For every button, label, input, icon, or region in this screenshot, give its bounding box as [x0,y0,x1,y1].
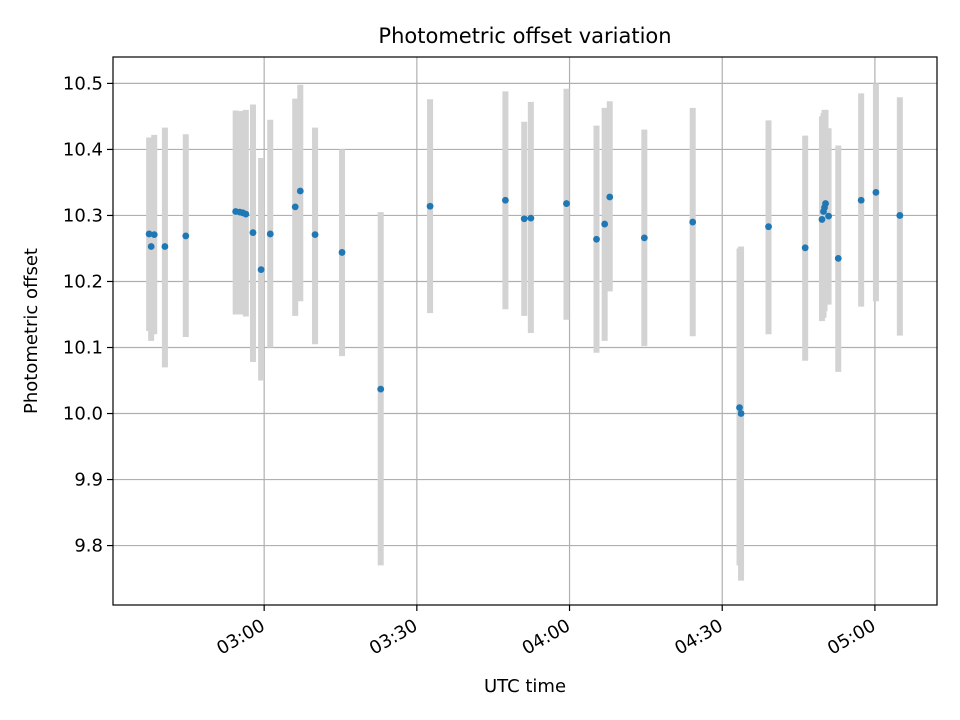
plot-frame [112,56,938,606]
data-point [520,215,528,223]
data-point [563,200,570,207]
data-point [311,231,319,239]
y-tick-label: 10.1 [63,338,103,359]
data-point [527,214,535,222]
data-points [145,187,904,417]
y-tick-label: 10.3 [63,205,103,226]
data-point [377,385,385,393]
y-tick-label: 10.4 [63,139,103,160]
data-point [818,216,826,223]
y-axis-ticks: 9.8 9.9 10.0 10.1 10.2 10.3 10.4 10.5 [63,73,113,557]
data-point [825,212,832,220]
data-point [857,196,865,204]
x-axis-label: UTC time [484,676,566,697]
data-point [502,196,509,204]
y-axis-label: Photometric offset [21,248,42,414]
data-point [147,243,155,250]
data-point [291,203,299,211]
data-point [338,249,346,256]
data-point [822,200,829,207]
data-point [606,193,614,201]
data-point [872,188,880,196]
data-point [161,243,169,250]
data-point [601,220,609,228]
y-tick-label: 10.2 [63,271,103,292]
data-point [266,230,274,238]
data-point [426,202,434,210]
y-tick-label: 9.9 [74,470,103,491]
data-point [150,231,158,239]
data-point [257,266,265,273]
data-point [296,187,304,195]
data-point [182,232,190,240]
data-point [242,210,250,218]
data-point [736,404,743,411]
data-point [145,230,153,238]
data-point [593,235,600,243]
data-point [689,218,697,226]
data-point [249,229,257,237]
data-point [640,234,648,242]
data-point [737,410,745,417]
y-tick-label: 10.0 [63,404,103,425]
data-point [765,223,772,231]
data-point [834,254,842,262]
y-tick-label: 9.8 [74,536,103,557]
data-point [801,244,809,252]
chart-title: Photometric offset variation [378,24,671,48]
y-tick-label: 10.5 [63,73,103,94]
data-point [896,212,904,219]
